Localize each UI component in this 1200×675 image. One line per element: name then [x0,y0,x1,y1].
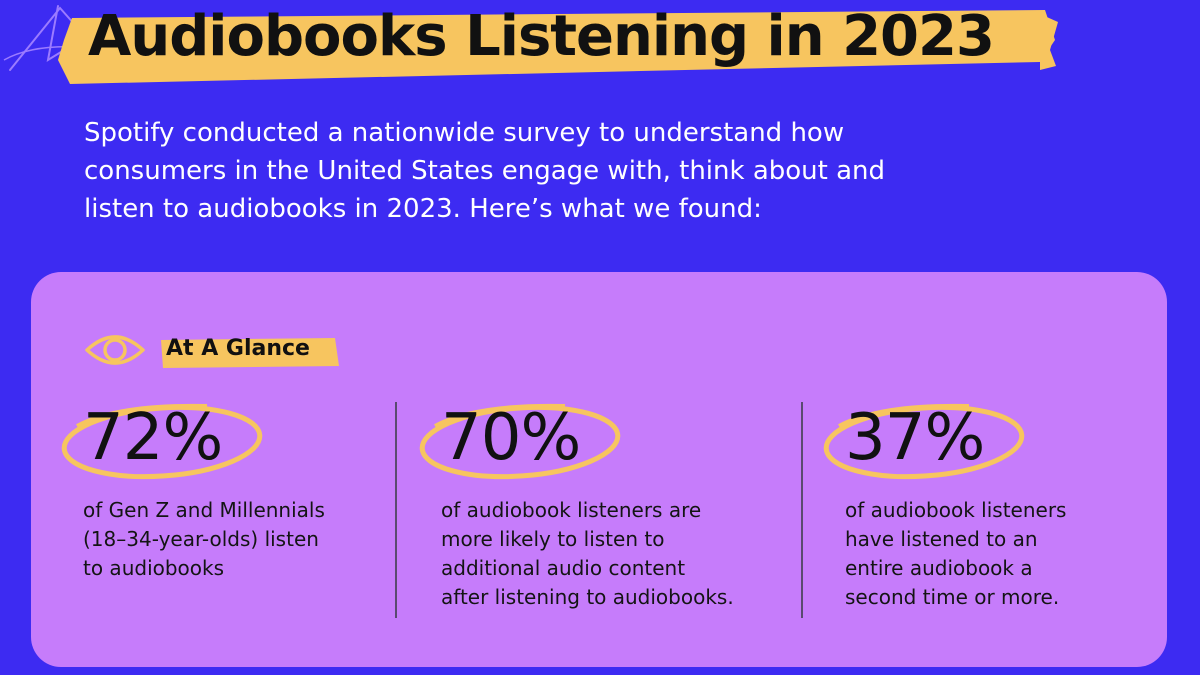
column-divider [801,402,803,618]
glance-label-highlight [161,338,339,368]
stat-figure: 72% [61,400,313,482]
stat-additional-audio: 70% of audiobook listeners are more like… [419,400,734,612]
at-a-glance-label: At A Glance [166,336,310,361]
at-a-glance-card: At A Glance 72% of Gen Z and Millennials… [31,272,1167,667]
stat-value: 70% [441,401,581,475]
eye-icon [85,335,145,365]
stat-highlight-ring [61,403,263,480]
stat-description: of audiobook listeners are more likely t… [441,498,734,609]
page-title: Audiobooks Listening in 2023 [88,4,995,69]
column-divider [395,402,397,618]
stat-highlight-ring [823,403,1025,480]
stat-value: 37% [845,401,985,475]
stat-description: of audiobook listeners have listened to … [845,498,1067,609]
title-block: Audiobooks Listening in 2023 [50,0,1060,90]
title-highlight [58,10,1058,84]
stat-figure: 70% [419,400,671,482]
stat-value: 72% [83,401,223,475]
stat-figure: 37% [823,400,1075,482]
stat-highlight-ring [419,403,621,480]
stat-description: of Gen Z and Millennials (18–34-year-old… [83,498,325,580]
at-a-glance-header: At A Glance [84,328,384,372]
stat-gen-z-millennials: 72% of Gen Z and Millennials (18–34-year… [61,400,325,583]
intro-text: Spotify conducted a nationwide survey to… [84,118,886,224]
stat-repeat-listening: 37% of audiobook listeners have listened… [823,400,1075,612]
